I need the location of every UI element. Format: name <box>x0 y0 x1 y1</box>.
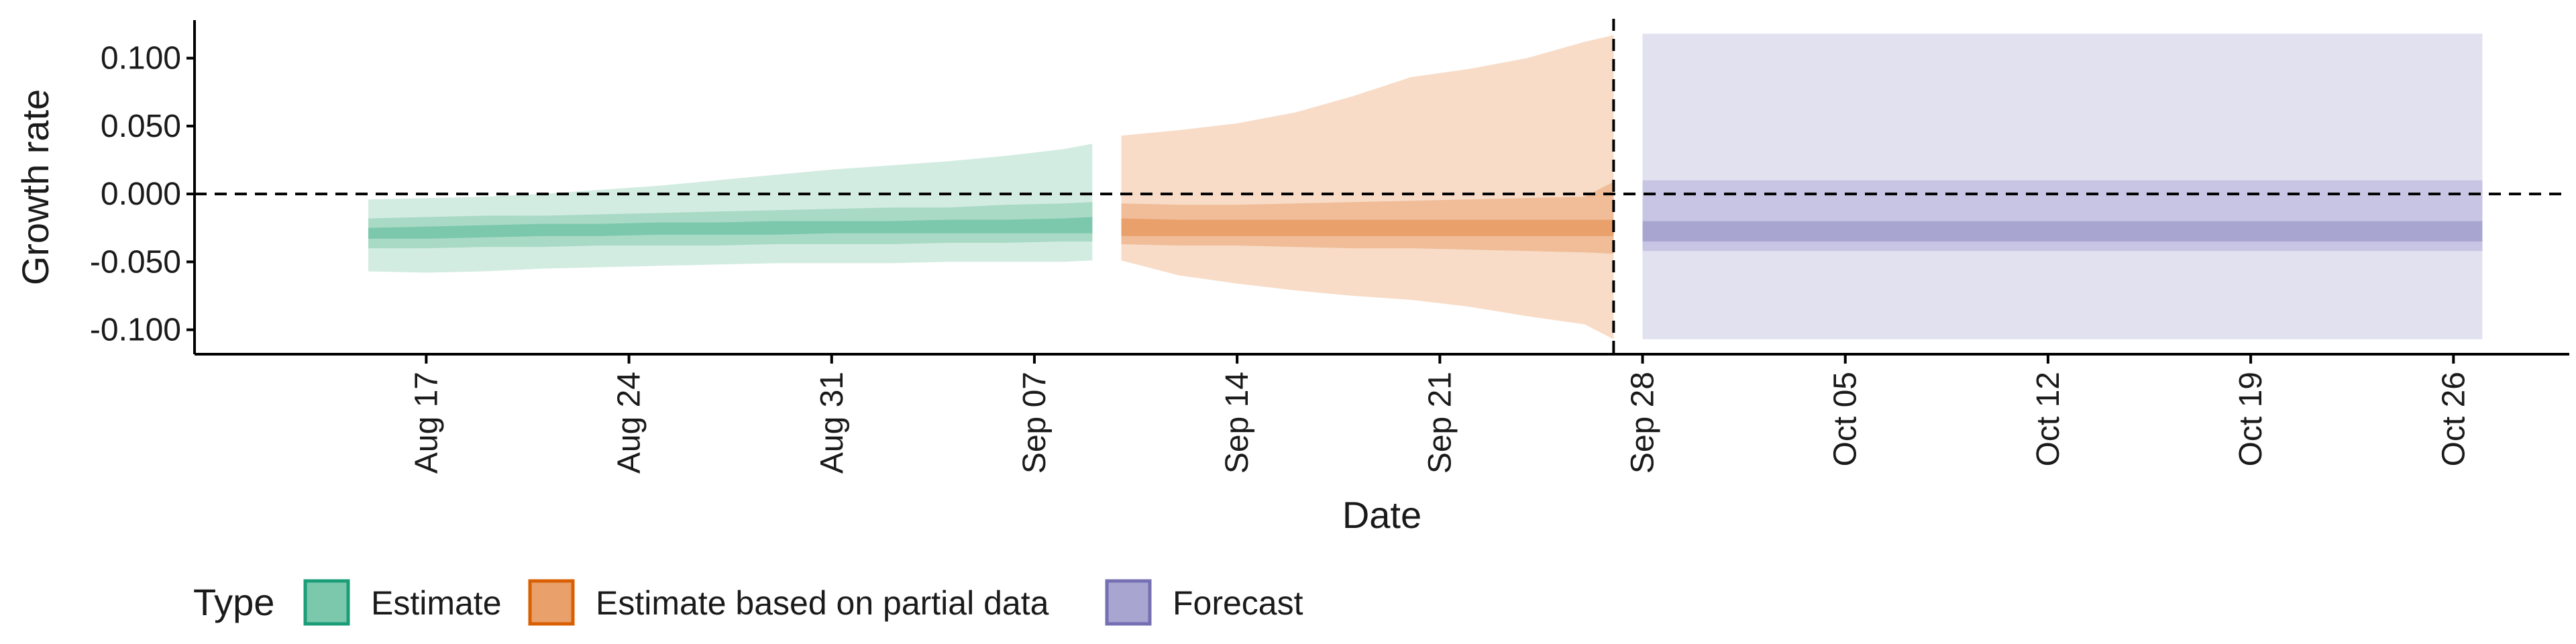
legend-swatch <box>1105 579 1152 626</box>
x-tick-label: Oct 12 <box>2031 372 2066 466</box>
y-tick-label: 0.100 <box>101 41 181 76</box>
x-tick-label: Aug 24 <box>612 372 647 474</box>
y-axis-ticks: 0.100 0.050 0.000 -0.050 -0.100 <box>90 41 195 348</box>
ribbon-group-0 <box>368 144 1093 273</box>
x-tick-label: Sep 28 <box>1625 372 1661 474</box>
legend-swatch <box>303 579 350 626</box>
reference-lines <box>195 19 2569 354</box>
x-axis-ticks: Aug 17 Aug 24 Aug 31 Sep 07 Sep 14 Sep 21 Sep … <box>409 354 2471 474</box>
legend-swatch <box>528 579 575 626</box>
x-tick-label: Aug 31 <box>814 372 850 474</box>
y-tick-label: -0.100 <box>90 313 181 348</box>
y-tick-label: 0.000 <box>101 176 181 212</box>
x-tick-label: Oct 05 <box>1828 372 1864 466</box>
ribbon-inner-1 <box>1121 218 1614 236</box>
x-tick-label: Sep 21 <box>1422 372 1458 474</box>
ribbon-group-2 <box>1642 34 2483 339</box>
legend-label: Forecast <box>1173 584 1303 622</box>
axes <box>193 20 2569 356</box>
legend-label: Estimate <box>371 584 502 622</box>
y-tick-label: 0.050 <box>101 109 181 144</box>
x-tick-label: Oct 19 <box>2233 372 2269 466</box>
legend-label: Estimate based on partial data <box>596 584 1049 622</box>
ribbon-inner-0 <box>368 217 1093 239</box>
ribbon-outer-1 <box>1121 35 1614 339</box>
ribbon-group-1 <box>1121 35 1614 339</box>
legend-title: Type <box>193 581 274 623</box>
plot-area <box>368 34 2483 339</box>
ribbon-inner-2 <box>1642 221 2483 241</box>
x-axis-title: Date <box>1342 494 1421 536</box>
y-axis-title: Growth rate <box>14 89 56 286</box>
y-tick-label: -0.050 <box>90 244 181 280</box>
legend: Type Estimate Estimate based on partial d… <box>193 579 1303 626</box>
legend-items: Estimate Estimate based on partial data Fo… <box>303 579 1303 626</box>
x-tick-label: Aug 17 <box>409 372 444 474</box>
x-tick-label: Sep 07 <box>1017 372 1053 474</box>
x-tick-label: Oct 26 <box>2436 372 2471 466</box>
x-tick-label: Sep 14 <box>1220 372 1255 474</box>
